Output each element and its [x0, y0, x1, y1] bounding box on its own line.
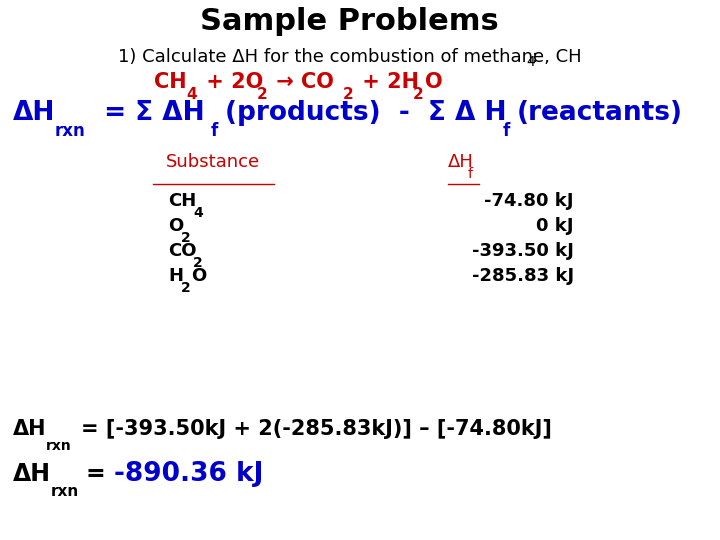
Text: (products)  -  Σ Δ H: (products) - Σ Δ H	[225, 100, 506, 126]
Text: + 2H: + 2H	[356, 72, 420, 92]
Text: 1) Calculate ΔH for the combustion of methane, CH: 1) Calculate ΔH for the combustion of me…	[118, 48, 582, 66]
Text: O: O	[191, 267, 206, 285]
Text: :: :	[532, 48, 538, 66]
Text: CH: CH	[154, 72, 186, 92]
Text: 2: 2	[193, 256, 203, 270]
Text: -393.50 kJ: -393.50 kJ	[472, 242, 574, 260]
Text: O: O	[168, 217, 183, 235]
Text: 2: 2	[181, 231, 190, 245]
Text: 0 kJ: 0 kJ	[536, 217, 574, 235]
Text: ΔH: ΔH	[12, 462, 50, 485]
Text: 2: 2	[343, 87, 354, 103]
Text: -285.83 kJ: -285.83 kJ	[472, 267, 574, 285]
Text: -890.36 kJ: -890.36 kJ	[114, 461, 264, 487]
Text: rxn: rxn	[55, 122, 86, 140]
Text: f: f	[210, 122, 218, 140]
Text: 2: 2	[257, 87, 268, 103]
Text: ΔH: ΔH	[12, 100, 55, 126]
Text: Sample Problems: Sample Problems	[200, 7, 499, 36]
Text: rxn: rxn	[46, 439, 72, 453]
Text: 4: 4	[186, 87, 197, 103]
Text: = Σ ΔH: = Σ ΔH	[95, 100, 204, 126]
Text: -74.80 kJ: -74.80 kJ	[485, 192, 574, 211]
Text: ΔH: ΔH	[12, 418, 46, 438]
Text: Substance: Substance	[166, 153, 261, 172]
Text: f: f	[503, 122, 510, 140]
Text: =: =	[86, 462, 114, 485]
Text: H: H	[168, 267, 183, 285]
Text: 2: 2	[181, 281, 190, 295]
Text: 2: 2	[413, 87, 423, 103]
Text: 4: 4	[193, 206, 203, 220]
Text: CH: CH	[168, 192, 196, 211]
Text: O: O	[426, 72, 443, 92]
Text: 4: 4	[526, 55, 535, 69]
Text: + 2O: + 2O	[199, 72, 264, 92]
Text: rxn: rxn	[51, 484, 79, 499]
Text: f: f	[467, 167, 472, 181]
Text: CO: CO	[168, 242, 197, 260]
Text: (reactants): (reactants)	[517, 100, 683, 126]
Text: = [-393.50kJ + 2(-285.83kJ)] – [-74.80kJ]: = [-393.50kJ + 2(-285.83kJ)] – [-74.80kJ…	[81, 418, 552, 438]
Text: → CO: → CO	[269, 72, 334, 92]
Text: ΔH: ΔH	[448, 153, 474, 172]
